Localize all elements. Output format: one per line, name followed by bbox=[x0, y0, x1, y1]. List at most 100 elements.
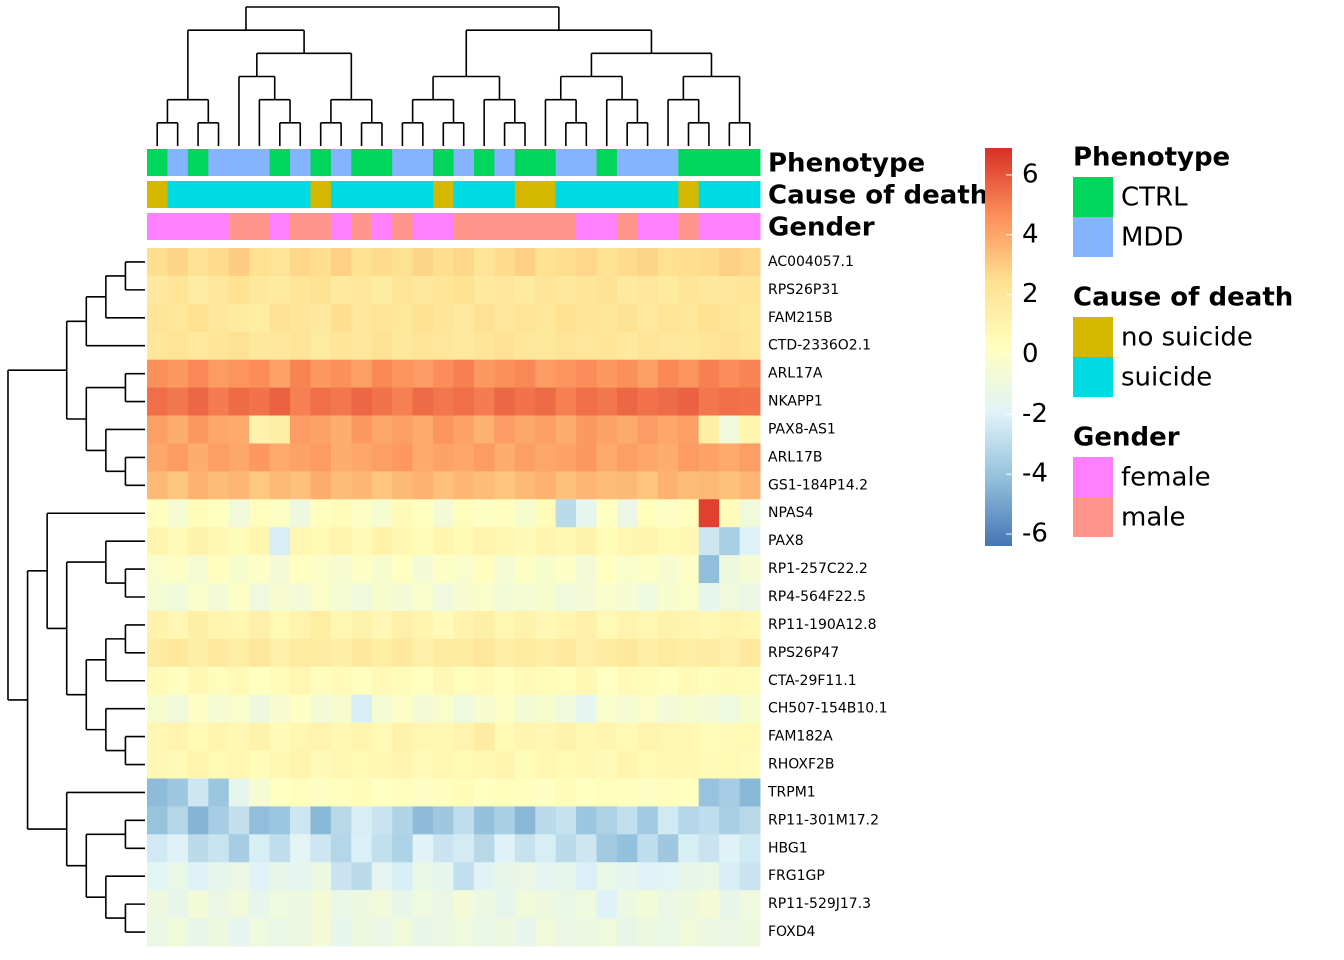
heatmap-cell bbox=[412, 555, 434, 584]
heatmap-cell bbox=[249, 890, 271, 919]
heatmap-cell bbox=[187, 387, 209, 417]
heatmap-cell bbox=[678, 722, 700, 752]
heatmap-cell bbox=[187, 359, 209, 389]
heatmap-cell bbox=[637, 834, 659, 863]
annotation-cell bbox=[208, 181, 230, 208]
heatmap-cell bbox=[535, 918, 557, 947]
annotation-cell bbox=[596, 149, 618, 176]
heatmap-cell bbox=[698, 834, 720, 863]
heatmap-cell bbox=[678, 583, 700, 612]
heatmap-cell bbox=[535, 806, 557, 835]
heatmap-cell bbox=[147, 806, 168, 835]
heatmap-cell bbox=[147, 722, 168, 752]
heatmap-cell bbox=[392, 638, 414, 668]
heatmap-cell bbox=[412, 834, 434, 863]
heatmap-cell bbox=[249, 750, 271, 779]
heatmap-cell bbox=[228, 918, 250, 947]
heatmap-cell bbox=[596, 750, 618, 779]
heatmap-cell bbox=[657, 248, 679, 277]
heatmap-cell bbox=[473, 750, 495, 779]
heatmap-cell bbox=[351, 862, 373, 891]
heatmap-cell bbox=[637, 499, 659, 528]
heatmap-cell bbox=[290, 583, 311, 612]
heatmap-cell bbox=[494, 890, 516, 919]
row-label: NKAPP1 bbox=[768, 394, 823, 410]
heatmap-cell bbox=[596, 834, 618, 863]
heatmap-cell bbox=[473, 722, 495, 752]
annotation-cell bbox=[351, 213, 373, 240]
heatmap-cell bbox=[249, 303, 271, 333]
heatmap-cell bbox=[147, 555, 168, 584]
row-label: HBG1 bbox=[768, 840, 808, 856]
annotation-cell bbox=[412, 213, 434, 240]
heatmap-cell bbox=[392, 248, 414, 277]
heatmap-cell bbox=[290, 778, 311, 807]
heatmap-cell bbox=[310, 722, 332, 752]
heatmap-cell bbox=[351, 610, 373, 640]
heatmap-cell bbox=[596, 694, 618, 724]
annotation-cell bbox=[249, 213, 271, 240]
row-label: FAM182A bbox=[768, 729, 833, 745]
heatmap-cell bbox=[576, 918, 598, 947]
annotation-cell bbox=[514, 181, 536, 208]
heatmap-cell bbox=[228, 666, 250, 696]
heatmap-cell bbox=[269, 331, 291, 361]
annotation-cell bbox=[535, 213, 557, 240]
annotation-cell bbox=[719, 181, 741, 208]
heatmap-cell bbox=[147, 918, 168, 947]
heatmap-cell bbox=[392, 471, 414, 500]
heatmap-cell bbox=[351, 303, 373, 333]
row-label: RP1-257C22.2 bbox=[768, 561, 868, 577]
heatmap-cell bbox=[269, 359, 291, 389]
heatmap-cell bbox=[412, 638, 434, 668]
heatmap-cell bbox=[637, 387, 659, 417]
heatmap-cell bbox=[228, 722, 250, 752]
heatmap-cell bbox=[535, 499, 557, 528]
heatmap-cell bbox=[657, 638, 679, 668]
heatmap-cell bbox=[290, 275, 311, 305]
heatmap-cell bbox=[678, 610, 700, 640]
heatmap-cell bbox=[433, 471, 454, 500]
heatmap-cell bbox=[330, 694, 352, 724]
heatmap-cell bbox=[596, 443, 618, 472]
heatmap-cell bbox=[147, 890, 168, 919]
heatmap-cell bbox=[535, 303, 557, 333]
annotation-cell bbox=[412, 181, 434, 208]
heatmap-cell bbox=[698, 890, 720, 919]
heatmap-cell bbox=[514, 387, 536, 417]
annotation-cell bbox=[269, 213, 291, 240]
heatmap-cell bbox=[698, 722, 720, 752]
heatmap-cell bbox=[433, 862, 454, 891]
annotation-cell bbox=[330, 213, 352, 240]
heatmap-cell bbox=[269, 583, 291, 612]
heatmap-cell bbox=[514, 862, 536, 891]
heatmap-cell bbox=[514, 610, 536, 640]
heatmap-cell bbox=[473, 862, 495, 891]
heatmap-cell bbox=[657, 918, 679, 947]
heatmap-cell bbox=[187, 862, 209, 891]
heatmap-cell bbox=[514, 778, 536, 807]
heatmap-cell bbox=[351, 555, 373, 584]
legend-swatch bbox=[1073, 497, 1113, 537]
heatmap-cell bbox=[596, 806, 618, 835]
heatmap-cell bbox=[494, 387, 516, 417]
heatmap-cell bbox=[719, 415, 741, 444]
heatmap-cell bbox=[739, 890, 761, 919]
annotation-cell bbox=[719, 213, 741, 240]
heatmap-cell bbox=[739, 666, 761, 696]
heatmap-cell bbox=[494, 583, 516, 612]
heatmap-cell bbox=[637, 666, 659, 696]
heatmap-cell bbox=[739, 387, 761, 417]
heatmap-cell bbox=[698, 694, 720, 724]
heatmap-cell bbox=[719, 499, 741, 528]
heatmap-cell bbox=[310, 331, 332, 361]
heatmap-cell bbox=[514, 359, 536, 389]
heatmap-cell bbox=[310, 499, 332, 528]
heatmap-cell bbox=[596, 499, 618, 528]
heatmap-cell bbox=[535, 666, 557, 696]
heatmap-cell bbox=[719, 834, 741, 863]
heatmap-cell bbox=[147, 359, 168, 389]
color-bar bbox=[985, 148, 1012, 546]
heatmap-cell bbox=[453, 806, 475, 835]
annotation-label: Phenotype bbox=[768, 149, 925, 179]
